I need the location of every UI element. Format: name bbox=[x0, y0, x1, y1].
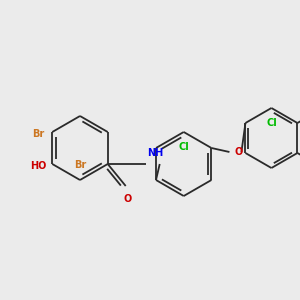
Text: Cl: Cl bbox=[266, 118, 277, 128]
Text: NH: NH bbox=[147, 148, 163, 158]
Text: O: O bbox=[124, 194, 132, 204]
Text: Cl: Cl bbox=[178, 142, 189, 152]
Text: Br: Br bbox=[74, 160, 86, 170]
Text: HO: HO bbox=[30, 161, 46, 171]
Text: O: O bbox=[234, 147, 243, 157]
Text: Br: Br bbox=[32, 129, 44, 139]
